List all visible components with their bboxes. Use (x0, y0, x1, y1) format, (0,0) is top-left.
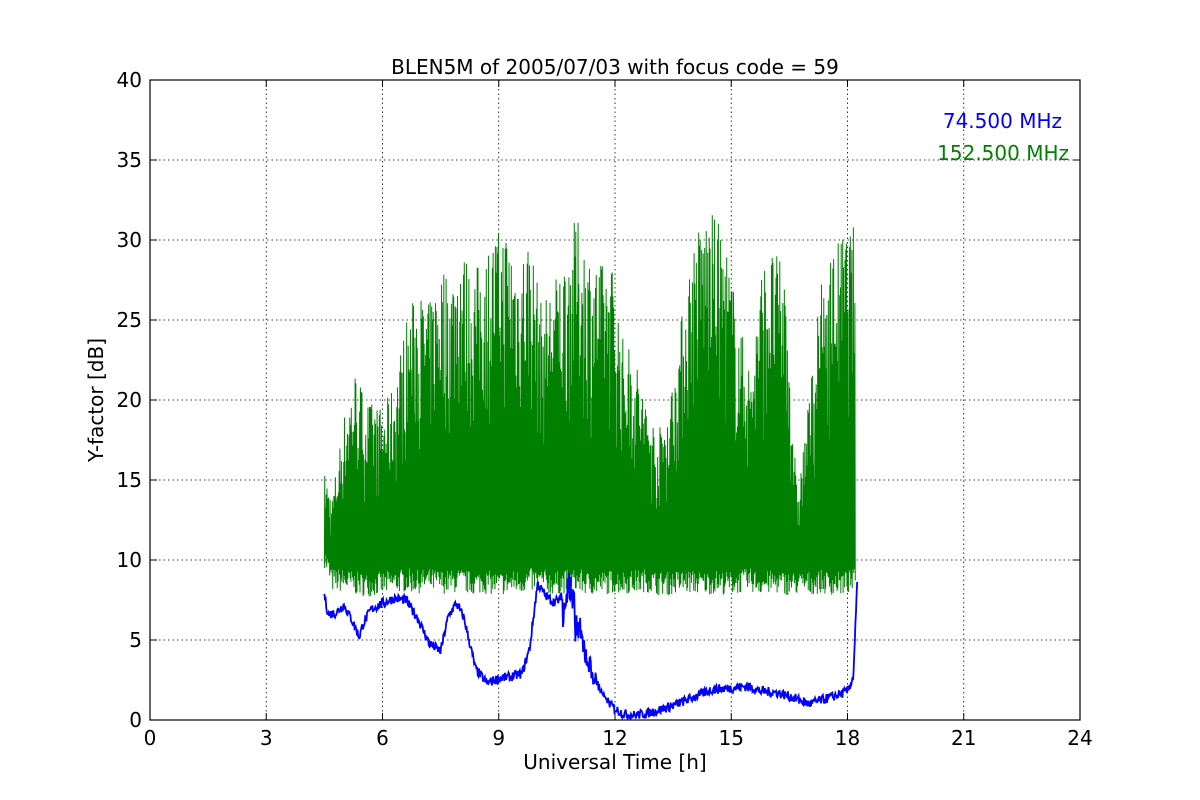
tick-labels: 0 3 6 9 12 15 18 21 24 0 5 10 15 20 25 30 35 40 (117, 68, 1093, 750)
y-tick-label: 30 (117, 228, 142, 252)
x-tick-label: 6 (376, 726, 389, 750)
x-tick-label: 18 (835, 726, 860, 750)
x-tick-label: 12 (602, 726, 627, 750)
y-tick-label: 5 (129, 628, 142, 652)
legend-entry: 152.500 MHz (937, 141, 1069, 165)
x-tick-label: 9 (492, 726, 505, 750)
x-tick-label: 21 (951, 726, 976, 750)
legend-entry: 74.500 MHz (943, 109, 1062, 133)
x-tick-label: 15 (719, 726, 744, 750)
y-tick-label: 15 (117, 468, 142, 492)
y-tick-label: 35 (117, 148, 142, 172)
ticks (149, 79, 1081, 721)
x-tick-label: 3 (260, 726, 273, 750)
series-line-74-500-mhz (323, 572, 859, 720)
y-tick-label: 20 (117, 388, 142, 412)
x-tick-label: 24 (1067, 726, 1092, 750)
y-tick-label: 40 (117, 68, 142, 92)
y-axis-title: Y-factor [dB] (84, 338, 108, 463)
x-axis-title: Universal Time [h] (523, 750, 706, 774)
y-tick-label: 10 (117, 548, 142, 572)
series-layer (323, 215, 859, 720)
chart-title: BLEN5M of 2005/07/03 with focus code = 5… (391, 55, 839, 79)
y-tick-label: 25 (117, 308, 142, 332)
x-tick-label: 0 (144, 726, 157, 750)
series-line-152-500-mhz (323, 215, 856, 597)
legend: 74.500 MHz 152.500 MHz (937, 109, 1069, 165)
y-tick-label: 0 (129, 708, 142, 732)
